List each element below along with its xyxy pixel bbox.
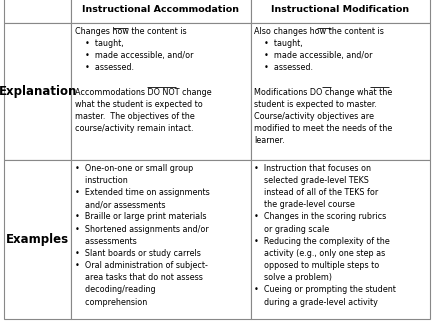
Text: Changes how the content is
    •  taught,
    •  made accessible, and/or
    •  : Changes how the content is • taught, • m… — [75, 27, 211, 133]
Text: Instructional Modification: Instructional Modification — [271, 5, 409, 14]
Text: Examples: Examples — [6, 233, 70, 246]
Bar — [4, 160, 71, 319]
Text: Explanation: Explanation — [0, 85, 77, 98]
Bar — [4, 0, 71, 23]
Bar — [251, 23, 430, 160]
Bar — [4, 23, 71, 160]
Bar — [251, 160, 430, 319]
Bar — [251, 0, 430, 23]
Bar — [71, 0, 251, 23]
Bar — [71, 160, 251, 319]
Text: •  Instruction that focuses on
    selected grade-level TEKS
    instead of all : • Instruction that focuses on selected g… — [254, 164, 396, 307]
Text: Instructional Accommodation: Instructional Accommodation — [83, 5, 239, 14]
Text: •  One-on-one or small group
    instruction
•  Extended time on assignments
   : • One-on-one or small group instruction … — [75, 164, 210, 307]
Bar — [71, 23, 251, 160]
Text: Also changes how the content is
    •  taught,
    •  made accessible, and/or
  : Also changes how the content is • taught… — [254, 27, 392, 146]
